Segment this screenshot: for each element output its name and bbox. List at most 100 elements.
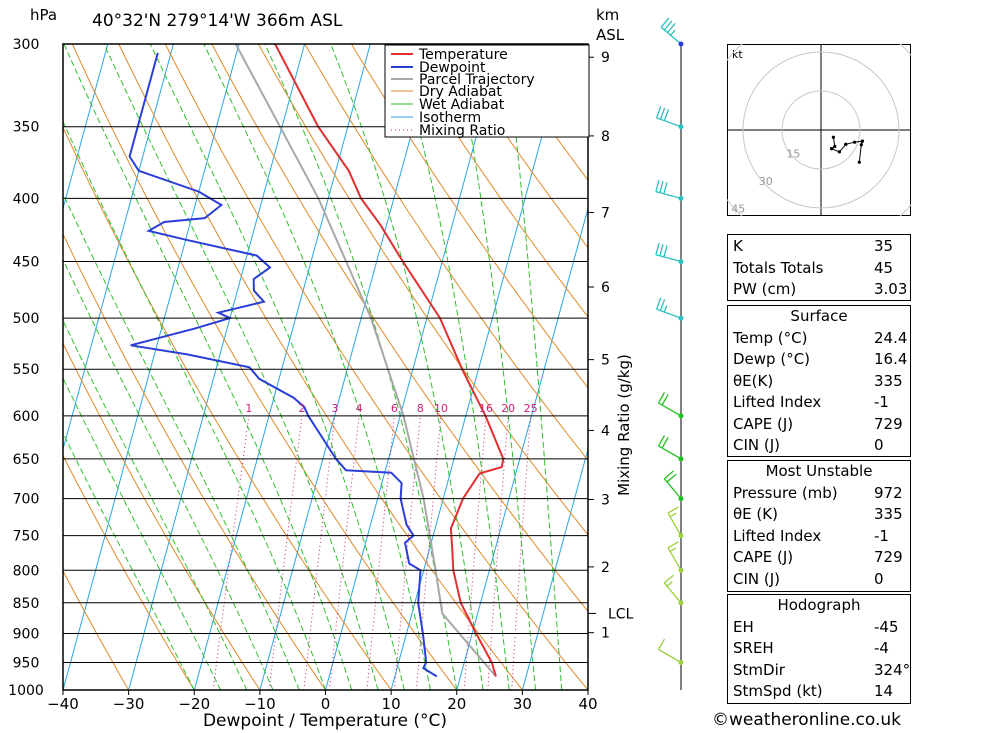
- pressure-tick-label: 650: [13, 452, 40, 468]
- pressure-tick-label: 300: [13, 37, 40, 53]
- index-value: 45: [874, 258, 894, 277]
- x-tick-label: −30: [113, 695, 145, 713]
- legend-label-parcel: Parcel Trajectory: [419, 72, 535, 88]
- surface-title: Surface: [790, 307, 848, 325]
- wind-barb-dot: [678, 195, 684, 201]
- most-unstable-value: 0: [874, 569, 884, 588]
- wind-barb-dot: [678, 124, 684, 130]
- hodograph-value: 324°: [874, 660, 911, 679]
- x-tick-label: 10: [382, 695, 401, 713]
- pressure-tick-label: 950: [13, 656, 40, 672]
- most-unstable-row: CIN (J) 0: [728, 569, 910, 591]
- wind-barb-shaft: [667, 512, 682, 536]
- hodograph-ring-label: 15: [786, 148, 800, 161]
- wind-barb-flag: [667, 541, 679, 549]
- most-unstable-label: Pressure (mb): [733, 483, 838, 502]
- wind-barb-shaft: [658, 648, 682, 664]
- height-tick-label: 9: [601, 50, 610, 66]
- x-axis-label: Dewpoint / Temperature (°C): [203, 711, 447, 731]
- most-unstable-row: θE (K) 335: [728, 504, 910, 526]
- wind-barb-flag: [670, 29, 676, 36]
- wet-adiabat-line: [63, 120, 326, 690]
- surface-value: 24.4: [874, 328, 908, 347]
- wet-adiabat-line: [63, 377, 221, 690]
- most-unstable-value: 335: [874, 505, 903, 523]
- surface-label: Lifted Index: [733, 393, 822, 411]
- wind-barb: [655, 179, 684, 201]
- hodograph-point: [831, 135, 835, 139]
- height-tick-label: 5: [601, 353, 610, 369]
- pressure-tick-label: 850: [13, 596, 40, 612]
- hodograph-label: StmSpd (kt): [733, 682, 823, 700]
- most-unstable-label: θE (K): [733, 505, 778, 523]
- wind-barb: [660, 17, 684, 47]
- wind-barb-shaft: [663, 582, 682, 604]
- wind-barb-flag: [657, 435, 666, 447]
- mixing-ratio-label: 6: [391, 402, 398, 415]
- most-unstable-value: 729: [874, 548, 903, 566]
- wet-adiabat-line: [203, 44, 431, 690]
- x-tick-label: 40: [578, 695, 597, 713]
- wind-barb-flag: [669, 512, 677, 518]
- x-tick-label: −10: [244, 695, 276, 713]
- hodograph-point: [833, 144, 837, 148]
- wind-barb-flag: [667, 506, 679, 514]
- mixing-ratio-line: [212, 415, 250, 690]
- height-tick-label: 1: [601, 626, 610, 642]
- dry-adiabat-line: [443, 44, 588, 249]
- wind-barb: [657, 638, 684, 665]
- legend-label-temperature: Temperature: [418, 47, 508, 63]
- most-unstable-label: Lifted Index: [733, 526, 822, 545]
- dry-adiabat-line: [63, 232, 326, 690]
- wind-barb-dot: [678, 259, 684, 265]
- index-label: Totals Totals: [733, 258, 824, 277]
- wet-adiabat-line: [454, 44, 536, 690]
- most-unstable-row: Pressure (mb) 972: [728, 483, 910, 505]
- isotherm-line: [63, 44, 109, 211]
- dry-adiabat-line: [63, 126, 392, 690]
- wind-barb-dot: [678, 660, 684, 665]
- parcel-trajectory-line: [234, 44, 497, 678]
- most-unstable-table: Most Unstable Pressure (mb) 972 θE (K) 335…: [727, 460, 911, 592]
- surface-label: CAPE (J): [733, 414, 794, 433]
- hodograph-ring-label: 45: [731, 203, 745, 216]
- most-unstable-label: CIN (J): [733, 569, 781, 588]
- pressure-tick-label: 450: [13, 255, 40, 271]
- dry-adiabat-line: [63, 569, 130, 690]
- most-unstable-label: CAPE (J): [733, 548, 794, 566]
- wind-barb-shaft: [658, 445, 682, 460]
- hodograph-value: -4: [874, 639, 889, 657]
- wind-barb: [667, 506, 684, 539]
- isotherm-line: [390, 44, 568, 690]
- skew-t-diagram: 1 2 3 4 6 8 10 16 20 2530035040045050055060065070…: [8, 6, 720, 731]
- index-row: Totals Totals 45: [728, 258, 910, 280]
- height-tick-label: 8: [601, 129, 610, 145]
- wind-barb-shaft: [667, 547, 682, 571]
- wet-adiabat-line: [63, 319, 248, 690]
- dry-adiabat-line: [677, 44, 720, 690]
- index-row: K 35: [728, 236, 910, 258]
- surface-label: θE(K): [733, 371, 774, 390]
- legend-label-mixing-ratio: Mixing Ratio: [419, 123, 505, 139]
- wind-barb-flag: [660, 17, 670, 28]
- wind-barb-flag: [655, 106, 662, 119]
- index-value: 35: [874, 237, 894, 255]
- wind-barb: [655, 297, 684, 321]
- index-value: 3.03: [874, 280, 908, 298]
- hodograph-value: 14: [874, 682, 894, 700]
- mixing-ratio-label: 1: [245, 402, 252, 415]
- wind-barb-dot: [678, 315, 684, 321]
- surface-row: CAPE (J) 729: [728, 414, 910, 436]
- surface-row: Temp (°C) 24.4: [728, 328, 910, 350]
- wind-barb-flag: [659, 180, 664, 193]
- mixing-ratio-line: [303, 415, 336, 690]
- index-label: K: [733, 237, 743, 255]
- mixing-ratio-label: 25: [524, 402, 538, 415]
- wind-barb-dot: [678, 496, 684, 502]
- hodograph-row: StmSpd (kt) 14: [728, 681, 910, 703]
- pressure-tick-label: 500: [13, 311, 40, 327]
- hodograph-unit: kt: [732, 48, 743, 61]
- hodograph-table: Hodograph EH -45 SREH -4 StmDir 324° StmSpd…: [727, 594, 911, 704]
- temperature-line: [274, 44, 505, 677]
